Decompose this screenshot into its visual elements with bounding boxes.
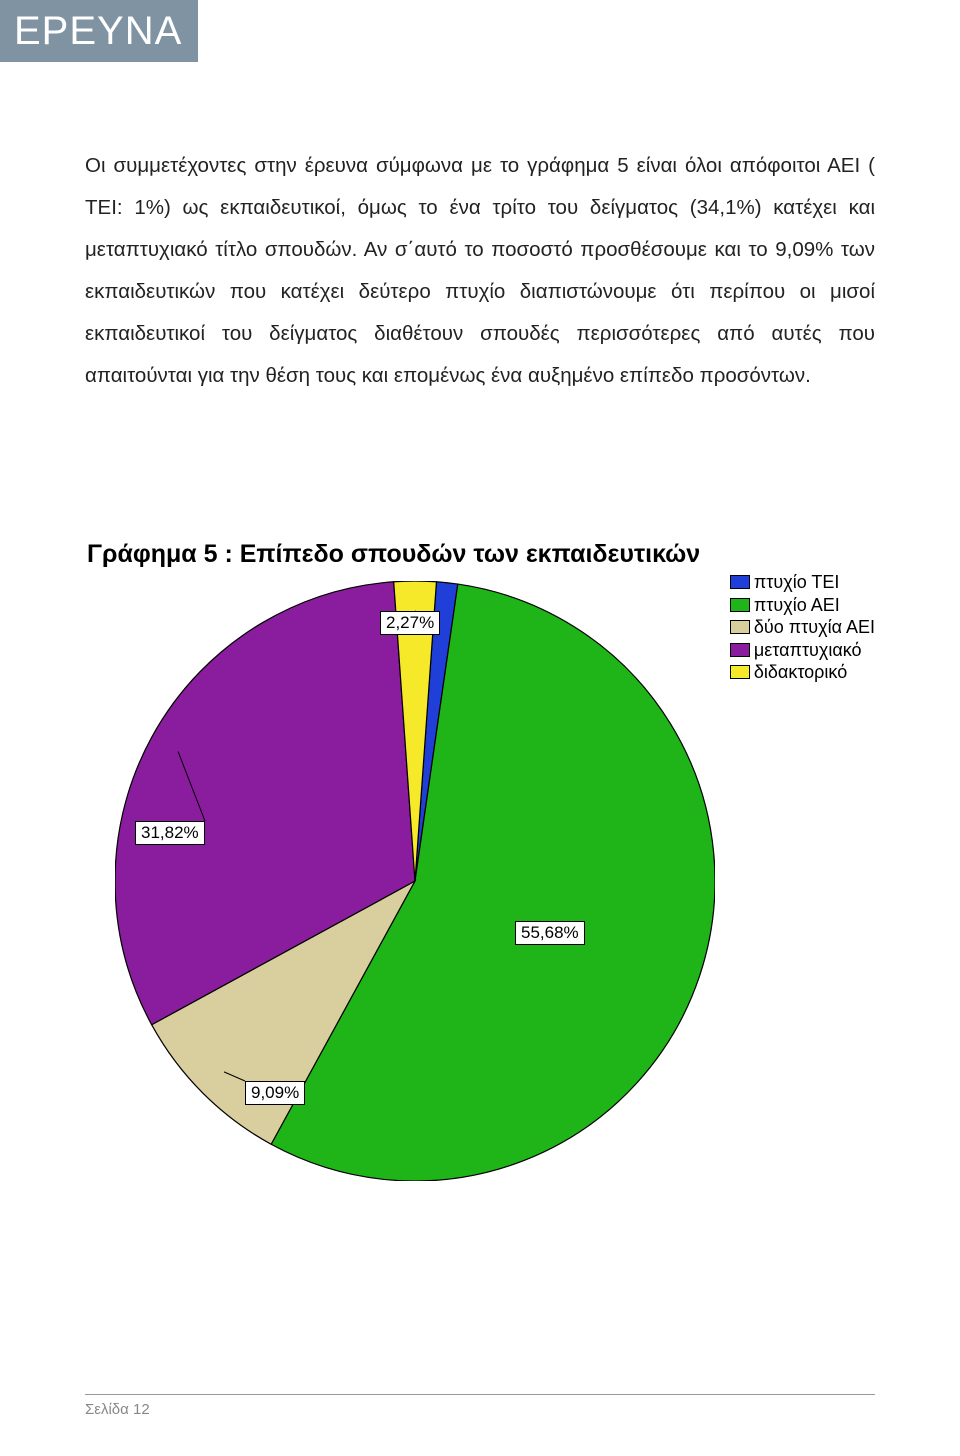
legend-label: πτυχίο ΤΕΙ (754, 571, 840, 594)
slice-value-label: 31,82% (135, 821, 205, 845)
legend-label: μεταπτυχιακό (754, 639, 862, 662)
page-footer: Σελίδα 12 (85, 1394, 875, 1418)
pie-chart (115, 581, 715, 1181)
header-band: ΕΡΕΥΝΑ (0, 0, 960, 62)
chart-legend: πτυχίο ΤΕΙπτυχίο ΑΕΙδύο πτυχία ΑΕΙμεταπτ… (730, 571, 875, 684)
page-header-title: ΕΡΕΥΝΑ (0, 0, 198, 62)
chart-title: Γράφημα 5 : Επίπεδο σπουδών των εκπαιδευ… (85, 540, 875, 569)
legend-item: πτυχίο ΑΕΙ (730, 594, 875, 617)
slice-value-label: 55,68% (515, 921, 585, 945)
legend-item: διδακτορικό (730, 661, 875, 684)
legend-label: πτυχίο ΑΕΙ (754, 594, 840, 617)
page-number: Σελίδα 12 (85, 1401, 150, 1418)
chart-body: πτυχίο ΤΕΙπτυχίο ΑΕΙδύο πτυχία ΑΕΙμεταπτ… (85, 571, 875, 1291)
body-paragraph: Οι συμμετέχοντες στην έρευνα σύμφωνα με … (85, 145, 875, 397)
page: ΕΡΕΥΝΑ Οι συμμετέχοντες στην έρευνα σύμφ… (0, 0, 960, 1456)
legend-swatch (730, 665, 750, 679)
legend-label: δύο πτυχία ΑΕΙ (754, 616, 875, 639)
legend-item: πτυχίο ΤΕΙ (730, 571, 875, 594)
slice-value-label: 9,09% (245, 1081, 305, 1105)
legend-swatch (730, 620, 750, 634)
legend-item: δύο πτυχία ΑΕΙ (730, 616, 875, 639)
legend-swatch (730, 598, 750, 612)
slice-value-label: 2,27% (380, 611, 440, 635)
legend-swatch (730, 643, 750, 657)
legend-swatch (730, 575, 750, 589)
legend-label: διδακτορικό (754, 661, 847, 684)
chart-container: Γράφημα 5 : Επίπεδο σπουδών των εκπαιδευ… (85, 540, 875, 1300)
legend-item: μεταπτυχιακό (730, 639, 875, 662)
